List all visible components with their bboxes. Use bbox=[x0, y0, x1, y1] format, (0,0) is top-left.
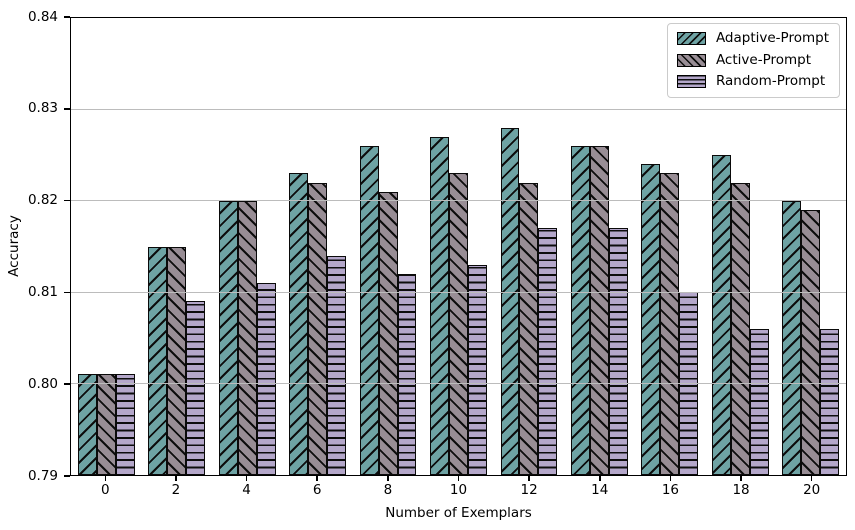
y-tick-mark bbox=[64, 291, 70, 294]
y-tick-mark bbox=[64, 108, 70, 110]
legend-label: Active-Prompt bbox=[715, 51, 811, 68]
legend-swatch-icon bbox=[676, 75, 706, 89]
bar-adaptive-prompt-12 bbox=[500, 127, 520, 475]
legend-label: Random-Prompt bbox=[715, 73, 826, 89]
x-tick-label: 16 bbox=[661, 482, 679, 498]
plot-area: Adaptive-Prompt Active-Prompt Random-Promp… bbox=[70, 17, 847, 476]
bar-group-8 bbox=[353, 18, 423, 475]
bar-active-prompt-10 bbox=[449, 173, 468, 475]
bar-active-prompt-12 bbox=[519, 182, 539, 475]
bar-random-prompt-4 bbox=[256, 283, 276, 475]
x-tick-label: 18 bbox=[732, 482, 750, 498]
bar-group-0 bbox=[71, 18, 141, 475]
x-tick-mark bbox=[740, 476, 742, 481]
x-tick-label: 12 bbox=[520, 482, 538, 498]
x-tick-label: 0 bbox=[101, 482, 110, 498]
x-tick-mark bbox=[528, 476, 530, 481]
bar-group-4 bbox=[212, 18, 282, 475]
bar-random-prompt-8 bbox=[397, 273, 417, 475]
bar-group-2 bbox=[141, 18, 211, 475]
y-tick-mark bbox=[64, 16, 70, 18]
bar-adaptive-prompt-4 bbox=[218, 200, 238, 475]
bar-active-prompt-18 bbox=[730, 182, 750, 475]
bar-group-6 bbox=[282, 18, 352, 475]
legend: Adaptive-Prompt Active-Prompt Random-Promp… bbox=[666, 23, 840, 98]
y-tick-mark bbox=[64, 199, 70, 202]
y-tick-label: 0.79 bbox=[27, 467, 58, 484]
bar-group-12 bbox=[494, 18, 564, 475]
bar-random-prompt-20 bbox=[820, 328, 840, 475]
bar-random-prompt-16 bbox=[679, 292, 699, 475]
x-tick-mark bbox=[245, 476, 248, 481]
bars-layer bbox=[71, 18, 846, 475]
y-axis-label: Accuracy bbox=[6, 215, 22, 277]
bar-adaptive-prompt-6 bbox=[289, 173, 309, 475]
legend-swatch-icon bbox=[676, 53, 706, 67]
y-tick-label: 0.83 bbox=[27, 100, 58, 117]
x-tick-mark bbox=[175, 476, 177, 481]
bar-active-prompt-14 bbox=[589, 145, 609, 475]
legend-item-active-prompt: Active-Prompt bbox=[676, 51, 829, 68]
bar-adaptive-prompt-20 bbox=[782, 200, 802, 475]
bar-adaptive-prompt-10 bbox=[430, 136, 450, 475]
bar-group-20 bbox=[776, 18, 846, 475]
legend-item-adaptive-prompt: Adaptive-Prompt bbox=[676, 30, 829, 46]
bar-random-prompt-12 bbox=[538, 228, 558, 475]
x-tick-label: 8 bbox=[383, 482, 393, 498]
bar-active-prompt-8 bbox=[378, 191, 398, 475]
y-tick-mark bbox=[64, 383, 70, 385]
bar-adaptive-prompt-0 bbox=[77, 374, 97, 475]
bar-group-14 bbox=[564, 18, 634, 475]
bar-group-18 bbox=[705, 18, 775, 475]
bar-random-prompt-14 bbox=[608, 228, 628, 475]
y-tick-label: 0.80 bbox=[27, 375, 58, 392]
bar-adaptive-prompt-16 bbox=[641, 164, 661, 475]
x-tick-label: 20 bbox=[803, 482, 821, 498]
x-tick-mark bbox=[669, 476, 672, 481]
x-axis-label: Number of Exemplars bbox=[385, 505, 532, 521]
x-tick-label: 10 bbox=[449, 482, 468, 498]
x-tick-label: 14 bbox=[591, 482, 609, 498]
legend-swatch-icon bbox=[676, 32, 706, 46]
legend-label: Adaptive-Prompt bbox=[715, 30, 829, 46]
bar-active-prompt-0 bbox=[96, 374, 116, 475]
bar-active-prompt-16 bbox=[660, 173, 680, 475]
bar-adaptive-prompt-18 bbox=[711, 155, 731, 475]
bar-random-prompt-2 bbox=[186, 301, 206, 475]
y-tick-mark bbox=[64, 475, 70, 477]
x-tick-mark bbox=[810, 476, 813, 481]
x-tick-mark bbox=[387, 476, 389, 481]
legend-item-random-prompt: Random-Prompt bbox=[676, 73, 829, 89]
x-tick-label: 2 bbox=[171, 482, 181, 498]
bar-adaptive-prompt-14 bbox=[570, 145, 590, 475]
x-tick-label: 6 bbox=[312, 482, 322, 498]
x-tick-mark bbox=[598, 476, 601, 481]
y-tick-label: 0.82 bbox=[27, 192, 58, 209]
bar-random-prompt-18 bbox=[749, 328, 769, 475]
bar-active-prompt-20 bbox=[801, 209, 821, 475]
bar-active-prompt-2 bbox=[167, 246, 187, 475]
x-tick-mark bbox=[457, 476, 460, 481]
y-tick-label: 0.81 bbox=[27, 283, 58, 300]
bar-active-prompt-4 bbox=[237, 200, 257, 475]
bar-random-prompt-10 bbox=[467, 264, 487, 475]
x-tick-mark bbox=[316, 476, 319, 481]
bar-group-10 bbox=[423, 18, 493, 475]
x-tick-mark bbox=[104, 476, 107, 481]
x-tick-label: 4 bbox=[242, 482, 251, 498]
y-tick-label: 0.84 bbox=[27, 8, 58, 25]
bar-random-prompt-0 bbox=[115, 374, 135, 475]
bar-adaptive-prompt-8 bbox=[359, 145, 379, 475]
bar-random-prompt-6 bbox=[327, 255, 346, 475]
bar-active-prompt-6 bbox=[308, 182, 328, 475]
bar-group-16 bbox=[635, 18, 705, 475]
bar-adaptive-prompt-2 bbox=[148, 246, 168, 475]
